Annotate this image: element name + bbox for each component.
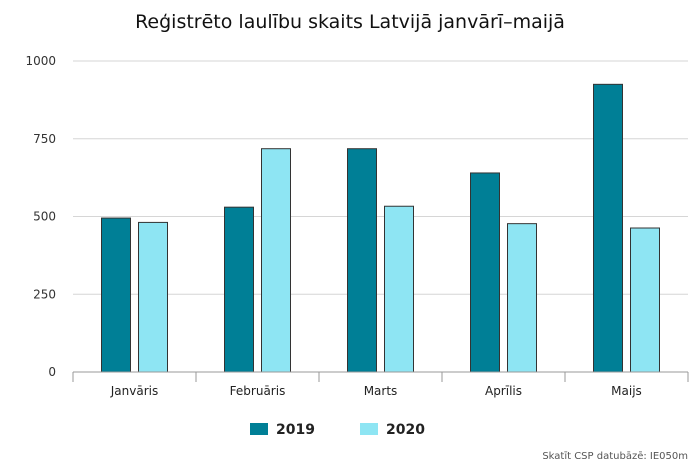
bar-2019-Aprīlis[interactable] (470, 172, 500, 373)
y-tick-label: 250 (33, 287, 56, 301)
legend-label-2020[interactable]: 2020 (386, 422, 425, 438)
y-tick-label: 1000 (25, 54, 56, 68)
bar-2020-Maijs[interactable] (630, 227, 660, 373)
y-tick-label: 750 (33, 132, 56, 146)
x-tick-label: Janvāris (110, 384, 158, 398)
x-tick-label: Februāris (230, 384, 286, 398)
y-tick-label: 500 (33, 210, 56, 224)
source-note[interactable]: Skatīt CSP datubāzē: IE050m (542, 451, 688, 462)
gridlines (73, 60, 688, 295)
y-axis-ticks: 0 250 500 750 1000 (25, 54, 56, 379)
legend-swatch-2020 (360, 423, 378, 435)
x-tick-label: Marts (364, 384, 398, 398)
bar-2020-Janvāris[interactable] (138, 221, 168, 373)
bar-2019-Marts[interactable] (347, 148, 377, 373)
bar-2019-Janvāris[interactable] (101, 217, 131, 373)
bar-2020-Marts[interactable] (384, 205, 414, 373)
legend-swatch-2019 (250, 423, 268, 435)
bar-2019-Maijs[interactable] (593, 83, 623, 373)
x-tick-label: Aprīlis (485, 384, 522, 398)
bar-2020-Aprīlis[interactable] (507, 223, 537, 373)
legend[interactable]: 2019 2020 (250, 422, 425, 438)
y-tick-label: 0 (48, 365, 56, 379)
bar-2020-Februāris[interactable] (261, 148, 291, 373)
bar-2019-Februāris[interactable] (224, 206, 254, 373)
legend-label-2019[interactable]: 2019 (276, 422, 315, 438)
x-tick-label: Maijs (611, 384, 642, 398)
bars (101, 83, 660, 373)
x-axis: Janvāris Februāris Marts Aprīlis Maijs (72, 371, 689, 398)
chart-title: Reģistrēto laulību skaits Latvijā janvār… (135, 11, 565, 33)
